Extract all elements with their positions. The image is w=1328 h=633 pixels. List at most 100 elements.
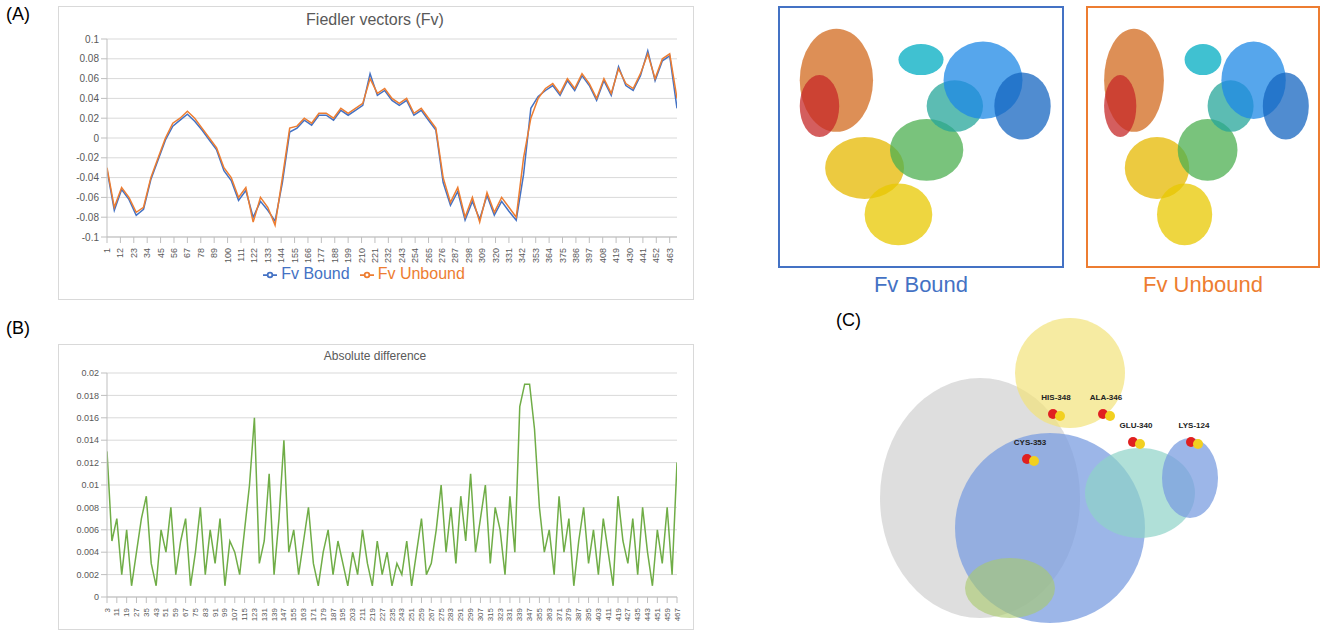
svg-text:427: 427 [623,607,632,621]
svg-text:463: 463 [665,248,675,263]
svg-text:0.08: 0.08 [80,53,100,64]
svg-text:0.014: 0.014 [76,435,99,445]
svg-text:467: 467 [673,607,682,621]
svg-text:435: 435 [633,607,642,621]
svg-text:452: 452 [651,248,661,263]
svg-text:99: 99 [220,607,229,616]
svg-text:75: 75 [191,607,200,616]
svg-text:177: 177 [316,248,326,263]
svg-text:0.008: 0.008 [76,503,99,513]
svg-text:133: 133 [263,248,273,263]
svg-text:387: 387 [574,607,583,621]
svg-text:LYS-124: LYS-124 [1179,421,1210,430]
svg-text:0.006: 0.006 [76,525,99,535]
svg-text:12: 12 [115,248,125,258]
svg-text:287: 287 [450,248,460,263]
svg-text:408: 408 [598,248,608,263]
svg-text:320: 320 [491,248,501,263]
svg-text:243: 243 [397,607,406,621]
svg-text:-0.04: -0.04 [76,172,99,183]
svg-text:166: 166 [303,248,313,263]
svg-text:0.018: 0.018 [76,391,99,401]
svg-text:221: 221 [370,248,380,263]
svg-text:291: 291 [456,607,465,621]
svg-text:100: 100 [223,248,233,263]
svg-text:144: 144 [276,248,286,263]
svg-text:GLU-340: GLU-340 [1120,421,1153,430]
svg-text:-0.1: -0.1 [82,232,100,243]
svg-text:0.012: 0.012 [76,458,99,468]
svg-text:211: 211 [358,607,367,620]
svg-text:155: 155 [289,607,298,621]
svg-text:403: 403 [594,607,603,621]
svg-text:254: 254 [410,248,420,263]
svg-text:265: 265 [424,248,434,263]
svg-text:89: 89 [209,248,219,258]
svg-text:0.06: 0.06 [80,73,100,84]
svg-text:331: 331 [505,607,514,621]
svg-text:243: 243 [397,248,407,263]
svg-text:386: 386 [571,248,581,263]
svg-text:419: 419 [614,607,623,621]
svg-text:56: 56 [169,248,179,258]
svg-text:276: 276 [437,248,447,263]
svg-text:115: 115 [240,607,249,620]
svg-text:35: 35 [142,607,151,616]
svg-text:155: 155 [290,248,300,263]
svg-text:259: 259 [417,607,426,621]
svg-text:HIS-348: HIS-348 [1041,393,1071,402]
svg-text:375: 375 [558,248,568,263]
svg-text:0.04: 0.04 [80,93,100,104]
svg-text:-0.08: -0.08 [76,212,99,223]
svg-text:67: 67 [181,607,190,616]
svg-text:19: 19 [122,607,131,616]
svg-text:3: 3 [103,607,112,612]
svg-text:227: 227 [378,607,387,621]
svg-text:1: 1 [102,248,112,253]
svg-text:232: 232 [383,248,393,263]
svg-text:0.02: 0.02 [80,113,100,124]
svg-text:371: 371 [555,607,564,621]
svg-text:283: 283 [446,607,455,621]
svg-text:315: 315 [486,607,495,621]
svg-text:451: 451 [653,607,662,621]
svg-text:0.004: 0.004 [76,547,99,557]
svg-text:275: 275 [437,607,446,621]
svg-text:307: 307 [476,607,485,621]
svg-text:267: 267 [427,607,436,621]
svg-text:51: 51 [161,607,170,616]
svg-text:91: 91 [211,607,220,616]
svg-text:299: 299 [466,607,475,621]
svg-text:187: 187 [329,607,338,621]
svg-text:179: 179 [319,607,328,621]
svg-text:219: 219 [368,607,377,621]
svg-text:379: 379 [564,607,573,621]
svg-text:251: 251 [407,607,416,621]
svg-text:27: 27 [132,607,141,616]
svg-text:67: 67 [182,248,192,258]
svg-text:419: 419 [611,248,621,263]
svg-text:0.002: 0.002 [76,570,99,580]
svg-text:45: 45 [156,248,166,258]
svg-text:195: 195 [338,607,347,621]
svg-text:83: 83 [201,607,210,616]
svg-text:443: 443 [643,607,652,621]
svg-text:59: 59 [171,607,180,616]
svg-text:131: 131 [260,607,269,621]
svg-text:323: 323 [496,607,505,621]
svg-text:364: 364 [544,248,554,263]
svg-text:459: 459 [663,607,672,621]
svg-text:347: 347 [525,607,534,621]
svg-text:23: 23 [129,248,139,258]
svg-text:395: 395 [584,607,593,621]
svg-text:0.016: 0.016 [76,413,99,423]
svg-text:0.1: 0.1 [85,34,99,45]
svg-text:363: 363 [545,607,554,621]
svg-text:171: 171 [309,607,318,621]
svg-text:397: 397 [584,248,594,263]
svg-text:203: 203 [348,607,357,621]
svg-text:147: 147 [279,607,288,621]
svg-text:355: 355 [535,607,544,621]
svg-text:441: 441 [638,248,648,263]
svg-text:199: 199 [343,248,353,263]
